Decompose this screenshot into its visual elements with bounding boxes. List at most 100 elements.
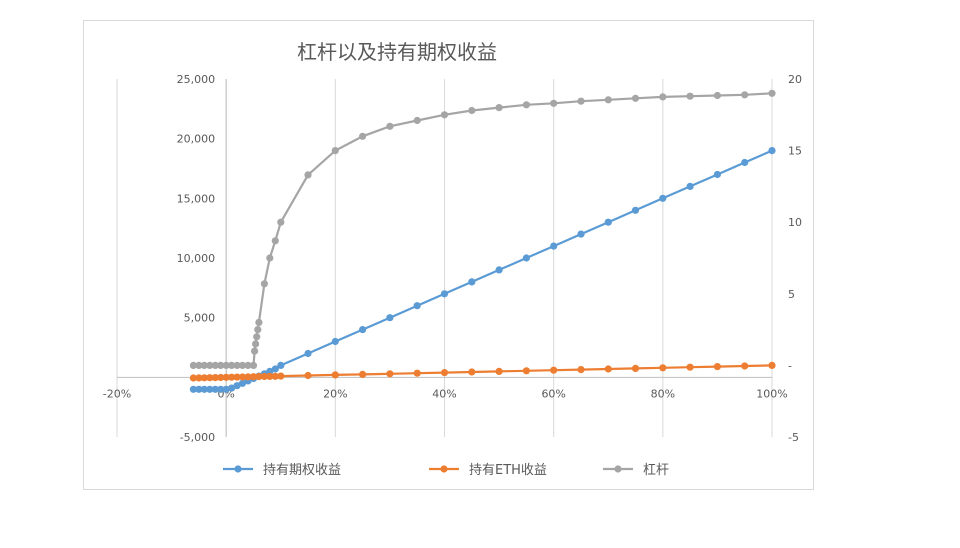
data-point [713, 170, 722, 179]
data-point [217, 385, 225, 393]
data-point [495, 104, 503, 112]
data-point [631, 364, 640, 372]
data-point [249, 361, 258, 369]
data-point [604, 96, 612, 104]
x-tick-label: -20% [103, 387, 131, 400]
data-point [604, 218, 612, 226]
data-point [550, 99, 558, 107]
data-point [413, 302, 421, 310]
y-left-tick-label: 25,000 [177, 73, 216, 86]
data-point [211, 361, 219, 369]
chart-frame: 杠杆以及持有期权收益 -20% 0% 20% 40% 60% 80% 100% 25,000 2… [83, 20, 814, 490]
data-point [413, 116, 421, 125]
data-point [359, 326, 367, 334]
data-point [206, 385, 214, 393]
data-point [189, 385, 197, 393]
data-point [713, 363, 722, 371]
data-point [741, 158, 749, 167]
data-point [522, 101, 530, 109]
data-point [206, 361, 214, 369]
data-point [359, 370, 367, 378]
data-point [211, 385, 219, 393]
x-tick-label: 100% [756, 387, 787, 400]
data-point [222, 373, 230, 381]
data-point [631, 206, 640, 214]
data-point [200, 374, 208, 382]
data-point [359, 132, 367, 140]
data-point [217, 373, 225, 382]
data-point [304, 171, 312, 179]
data-point [440, 369, 449, 377]
y-left-tick-label: 5,000 [184, 312, 216, 325]
data-point [255, 373, 263, 381]
series-line-0 [193, 149, 773, 391]
data-point [195, 361, 203, 369]
data-point [304, 349, 312, 358]
data-point [331, 371, 339, 379]
chart-title: 杠杆以及持有期权收益 [297, 40, 497, 64]
data-point [266, 372, 274, 380]
data-point [253, 333, 261, 341]
y-right-tick-label: -5 [788, 431, 799, 444]
data-point [550, 242, 558, 250]
axes: -20% 0% 20% 40% 60% 80% 100%25,00020,00015,000… [103, 73, 802, 444]
data-point [271, 372, 279, 380]
data-point [195, 385, 203, 393]
data-point [577, 97, 585, 105]
series-line-2 [193, 92, 773, 367]
data-point [495, 266, 503, 274]
data-point [468, 106, 476, 115]
data-point [249, 373, 258, 381]
legend-label-2: 杠杆 [643, 462, 669, 478]
data-point [331, 337, 339, 346]
data-point [228, 373, 236, 381]
data-point [768, 89, 776, 97]
data-point [252, 340, 260, 348]
y-left-tick-label: -5,000 [180, 431, 215, 444]
data-point [304, 371, 312, 380]
y-left-tick-label: 15,000 [177, 192, 216, 205]
data-point [260, 372, 268, 381]
data-point [522, 367, 530, 375]
data-point [659, 194, 667, 202]
data-point [189, 374, 197, 382]
y-right-tick-label: 20 [788, 73, 802, 86]
y-right-tick-label: 15 [788, 145, 802, 158]
legend-label-0: 持有期权收益 [263, 462, 341, 478]
data-point [577, 230, 585, 238]
data-point [741, 91, 749, 99]
y-right-tick-label: 10 [788, 216, 802, 229]
data-point [233, 373, 241, 381]
data-point [228, 384, 236, 392]
data-point [550, 366, 558, 374]
data-point [266, 254, 274, 262]
x-tick-label: 60% [541, 387, 565, 400]
legend-marker-2 [614, 465, 622, 473]
data-point [222, 361, 230, 369]
data-point [468, 368, 476, 376]
data-point [277, 361, 285, 369]
data-point [768, 147, 776, 155]
data-point [631, 94, 640, 102]
grid [116, 79, 773, 437]
legend-label-1: 持有ETH收益 [469, 463, 547, 478]
data-point [260, 280, 268, 288]
data-point [211, 374, 219, 382]
y-left-tick-label: 20,000 [177, 133, 216, 146]
legend-marker-1 [440, 465, 448, 473]
data-point [195, 374, 203, 382]
data-point [238, 379, 247, 387]
data-point [686, 182, 694, 190]
data-point [413, 369, 421, 377]
y-right-tick-label: 5 [788, 288, 795, 301]
data-point [277, 218, 285, 226]
data-point [233, 382, 241, 390]
data-point [386, 370, 394, 378]
data-point [468, 278, 476, 286]
data-point [238, 361, 247, 369]
data-point [686, 363, 694, 371]
data-point [686, 92, 694, 100]
y-left-tick-label: 10,000 [177, 252, 216, 265]
data-point [386, 122, 394, 130]
y-right-tick-label: - [788, 359, 792, 372]
